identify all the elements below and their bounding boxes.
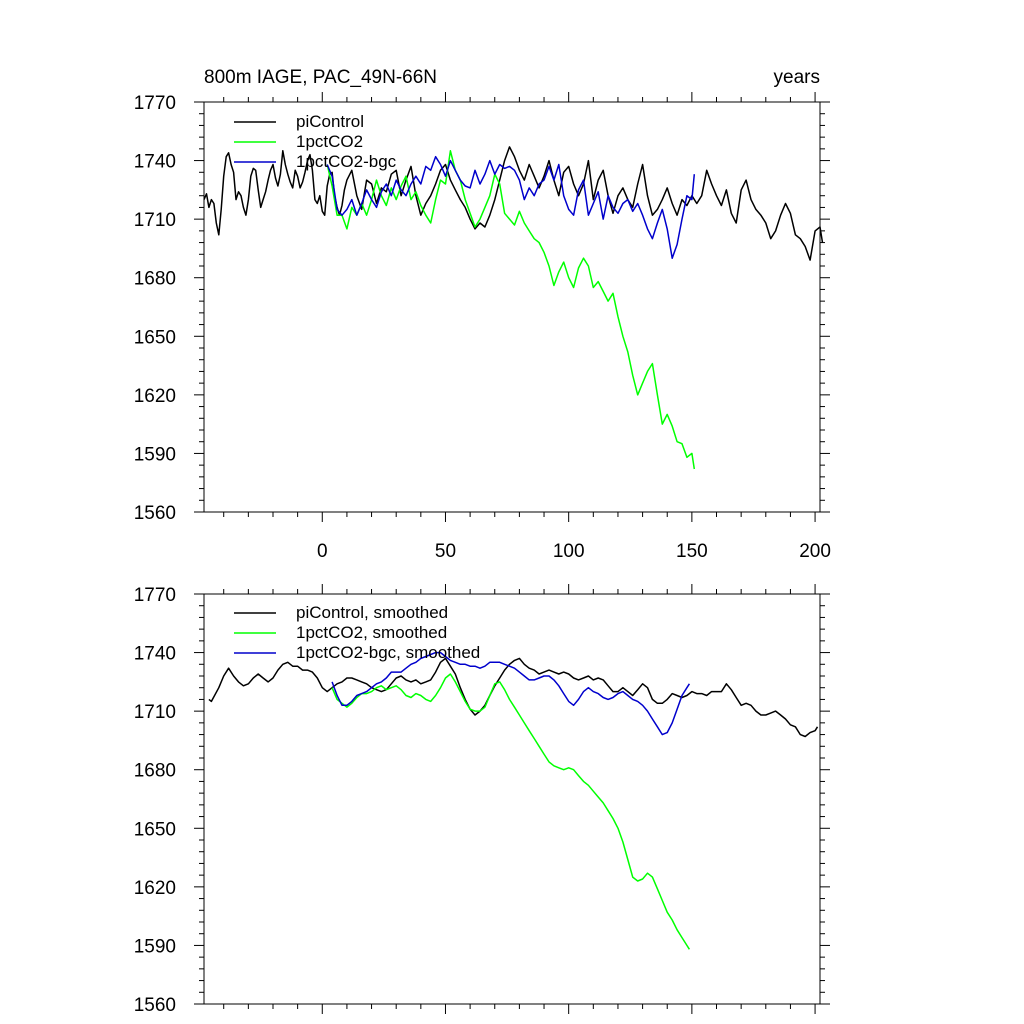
y-tick-label: 1650 bbox=[134, 327, 176, 348]
series-line-1 bbox=[331, 673, 691, 950]
chart-title: 800m IAGE, PAC_49N-66N bbox=[204, 67, 437, 88]
series-line-0 bbox=[208, 657, 819, 738]
top-tick-labels: 1560 1590 1620 1650 1680 1710 1740 1770 0 50 100 15… bbox=[134, 93, 831, 562]
top-ticks bbox=[194, 92, 830, 522]
bottom-chart-panel: 1560 1590 1620 1650 1680 1710 1740 1770 piContr… bbox=[134, 584, 830, 1016]
legend-label-1: 1pctCO2 bbox=[296, 132, 363, 151]
top-chart-panel: 800m IAGE, PAC_49N-66N years 1560 1590 162… bbox=[134, 67, 831, 562]
series-line-2 bbox=[326, 155, 696, 259]
y-tick-label: 1740 bbox=[134, 644, 176, 665]
chart-title-right: years bbox=[774, 67, 820, 88]
bottom-plot-frame bbox=[203, 593, 821, 1005]
series-line-1 bbox=[326, 150, 696, 470]
x-tick-label: 50 bbox=[435, 541, 456, 562]
y-tick-label: 1620 bbox=[134, 878, 176, 899]
x-tick-label: 150 bbox=[676, 541, 708, 562]
legend-label-2: 1pctCO2-bgc, smoothed bbox=[296, 643, 480, 662]
y-tick-label: 1650 bbox=[134, 819, 176, 840]
y-tick-label: 1560 bbox=[134, 503, 176, 524]
x-tick-label: 100 bbox=[553, 541, 585, 562]
y-tick-label: 1710 bbox=[134, 702, 176, 723]
legend-label-0: piControl bbox=[296, 112, 364, 131]
bottom-ticks bbox=[194, 584, 830, 1014]
series-line-0 bbox=[203, 146, 824, 261]
y-tick-label: 1680 bbox=[134, 761, 176, 782]
y-tick-label: 1590 bbox=[134, 936, 176, 957]
bottom-tick-labels: 1560 1590 1620 1650 1680 1710 1740 1770 bbox=[134, 585, 176, 1016]
y-tick-label: 1560 bbox=[134, 995, 176, 1016]
legend-label-1: 1pctCO2, smoothed bbox=[296, 623, 447, 642]
y-tick-label: 1740 bbox=[134, 152, 176, 173]
x-tick-label: 0 bbox=[317, 541, 328, 562]
series-line-2 bbox=[331, 651, 691, 736]
legend-label-0: piControl, smoothed bbox=[296, 603, 448, 622]
legend-label-2: 1pctCO2-bgc bbox=[296, 152, 397, 171]
y-tick-label: 1710 bbox=[134, 210, 176, 231]
top-series-group bbox=[203, 146, 824, 470]
x-tick-label: 200 bbox=[799, 541, 831, 562]
y-tick-label: 1770 bbox=[134, 93, 176, 114]
top-plot-frame bbox=[203, 101, 821, 513]
y-tick-label: 1770 bbox=[134, 585, 176, 606]
y-tick-label: 1620 bbox=[134, 386, 176, 407]
y-tick-label: 1680 bbox=[134, 269, 176, 290]
bottom-series-group bbox=[208, 651, 819, 950]
y-tick-label: 1590 bbox=[134, 444, 176, 465]
